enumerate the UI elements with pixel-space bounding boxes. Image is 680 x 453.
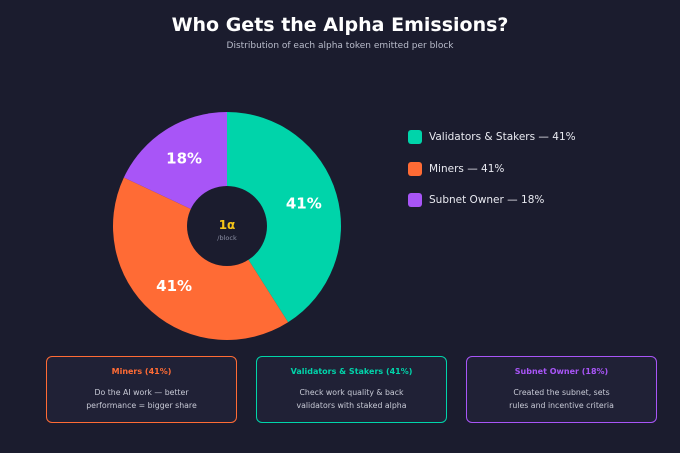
chart-title: Who Gets the Alpha Emissions?	[171, 14, 509, 36]
card-description: Created the subnet, sets rules and incent…	[509, 388, 614, 410]
card-description: Check work quality & back validators with…	[296, 388, 407, 410]
card-miners: Miners (41%) Do the AI work — better perf…	[46, 356, 237, 423]
card-description: Do the AI work — better performance = big…	[86, 388, 197, 410]
card-validators: Validators & Stakers (41%) Check work qu…	[256, 356, 447, 423]
card-title: Subnet Owner (18%)	[514, 367, 609, 376]
card-title: Miners (41%)	[111, 367, 172, 376]
legend-label: Validators & Stakers — 41%	[429, 131, 576, 143]
legend-label: Subnet Owner — 18%	[429, 194, 545, 206]
slice-label-validators: 41%	[286, 195, 322, 213]
chart-legend: Validators & Stakers — 41% Miners — 41% …	[408, 129, 576, 224]
card-subnet-owner: Subnet Owner (18%) Created the subnet, s…	[466, 356, 657, 423]
donut-hole	[187, 186, 267, 266]
center-value: 1α	[219, 218, 236, 232]
legend-label: Miners — 41%	[429, 162, 505, 175]
legend-item-validators: Validators & Stakers — 41%	[408, 129, 576, 145]
slice-miners	[112, 177, 289, 340]
slice-label-subnet-owner: 18%	[166, 149, 202, 167]
legend-item-miners: Miners — 41%	[408, 161, 576, 177]
legend-swatch	[408, 130, 422, 144]
chart-subtitle: Distribution of each alpha token emitted…	[226, 41, 454, 51]
card-title: Validators & Stakers (41%)	[290, 367, 413, 376]
legend-item-subnet-owner: Subnet Owner — 18%	[408, 192, 576, 208]
slice-validators	[227, 112, 341, 323]
center-unit: /block	[217, 234, 237, 242]
legend-swatch	[408, 161, 422, 176]
slice-label-miners: 41%	[156, 277, 192, 295]
legend-swatch	[408, 193, 422, 207]
